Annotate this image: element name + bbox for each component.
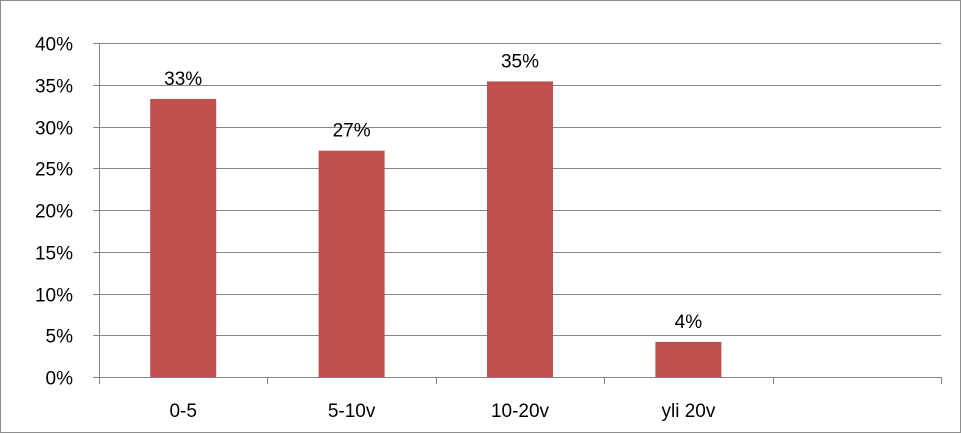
y-tick-label: 15% (35, 244, 73, 265)
y-tick-label: 25% (35, 160, 73, 181)
bars (150, 81, 722, 377)
x-category-label: 0-5 (169, 401, 196, 422)
y-tick-label: 30% (35, 119, 73, 140)
data-label: 4% (675, 312, 703, 333)
y-tick-label: 10% (35, 286, 73, 307)
bar (318, 150, 385, 377)
x-category-label: yli 20v (661, 401, 715, 422)
bar (487, 81, 553, 377)
data-label: 27% (333, 121, 371, 142)
y-tick-label: 35% (35, 77, 73, 98)
data-label: 35% (501, 51, 539, 72)
data-label: 33% (164, 69, 202, 90)
y-tick-label: 0% (46, 369, 74, 390)
labels: 0% 5% 10% 15% 20% 25% 30% 35% 40% 33% 0-5 27% 5-10v 3… (35, 35, 716, 423)
axes (93, 43, 942, 384)
x-category-label: 5-10v (328, 401, 376, 422)
bar (655, 341, 722, 377)
bar (150, 98, 217, 377)
y-tick-label: 40% (35, 35, 73, 56)
y-tick-label: 5% (46, 327, 74, 348)
y-tick-label: 20% (35, 202, 73, 223)
x-category-label: 10-20v (491, 401, 550, 422)
